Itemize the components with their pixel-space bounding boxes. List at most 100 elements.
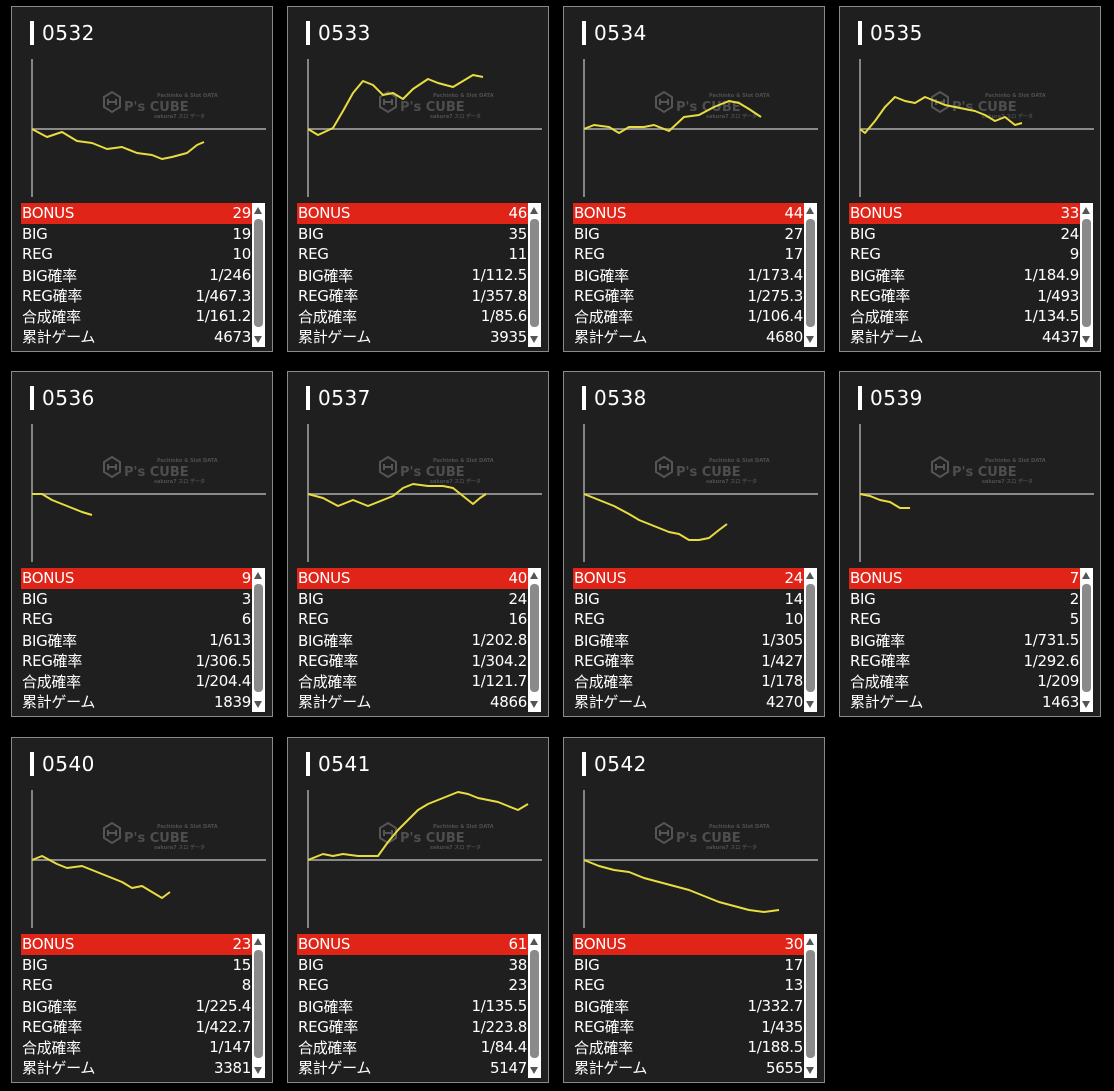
- scroll-up-arrow-icon[interactable]: [1082, 572, 1090, 579]
- big-value: 2: [1069, 589, 1080, 608]
- stats-scrollbar[interactable]: [804, 203, 817, 347]
- payout-line: [307, 791, 529, 861]
- stats-scrollbar[interactable]: [252, 568, 265, 712]
- scroll-up-arrow-icon[interactable]: [530, 938, 538, 945]
- big-rate-value: 1/731.5: [1023, 631, 1080, 650]
- watermark-tagline-bottom: sakura7 スロ データ: [430, 844, 481, 851]
- machine-number: 0533: [318, 21, 371, 45]
- scroll-up-arrow-icon[interactable]: [806, 207, 814, 214]
- scroll-up-arrow-icon[interactable]: [254, 938, 262, 945]
- machine-card-0532[interactable]: 0532 P's CUBE Pachinko & Slot DATA sakur…: [11, 6, 273, 352]
- scrollbar-thumb[interactable]: [806, 584, 815, 692]
- big-value: 19: [232, 224, 252, 243]
- title-accent-bar: [858, 21, 862, 45]
- scroll-up-arrow-icon[interactable]: [1082, 207, 1090, 214]
- payout-graph: P's CUBE Pachinko & Slot DATA sakura7 スロ…: [31, 790, 266, 928]
- machine-card-0540[interactable]: 0540 P's CUBE Pachinko & Slot DATA sakur…: [11, 737, 273, 1083]
- scroll-down-arrow-icon[interactable]: [1082, 701, 1090, 708]
- scroll-down-arrow-icon[interactable]: [254, 336, 262, 343]
- scroll-down-arrow-icon[interactable]: [806, 1067, 814, 1074]
- stats-row-total-rate: 合成確率 1/188.5: [573, 1037, 804, 1058]
- bonus-label: BONUS: [574, 935, 627, 954]
- stats-scrollbar[interactable]: [1080, 203, 1093, 347]
- scrollbar-thumb[interactable]: [254, 219, 263, 327]
- scroll-down-arrow-icon[interactable]: [806, 701, 814, 708]
- stats-scrollbar[interactable]: [528, 203, 541, 347]
- scrollbar-thumb[interactable]: [806, 219, 815, 327]
- big-rate-value: 1/246: [209, 266, 251, 285]
- watermark-tagline-top: Pachinko & Slot DATA: [709, 458, 770, 464]
- scrollbar-thumb[interactable]: [530, 950, 539, 1058]
- scrollbar-thumb[interactable]: [254, 584, 263, 692]
- stats-row-big-rate: BIG確率 1/246: [21, 265, 252, 286]
- watermark-tagline-bottom: sakura7 スロ データ: [982, 113, 1033, 120]
- total-rate-value: 1/209: [1037, 672, 1079, 691]
- big-rate-label: BIG確率: [574, 997, 629, 1016]
- reg-rate-value: 1/427: [761, 651, 803, 670]
- big-rate-value: 1/112.5: [471, 266, 528, 285]
- scrollbar-thumb[interactable]: [254, 950, 263, 1058]
- payout-line: [583, 100, 762, 134]
- scroll-up-arrow-icon[interactable]: [254, 207, 262, 214]
- watermark-logo: P's CUBE Pachinko & Slot DATA sakura7 スロ…: [103, 455, 218, 485]
- stats-scrollbar[interactable]: [528, 568, 541, 712]
- games-label: 累計ゲーム: [298, 693, 372, 712]
- machine-card-0533[interactable]: 0533 P's CUBE Pachinko & Slot DATA sakur…: [287, 6, 549, 352]
- scrollbar-thumb[interactable]: [530, 584, 539, 692]
- scroll-up-arrow-icon[interactable]: [530, 207, 538, 214]
- stats-row-big-rate: BIG確率 1/202.8: [297, 630, 528, 651]
- scroll-down-arrow-icon[interactable]: [254, 1067, 262, 1074]
- stats-row-bonus: BONUS 23: [21, 934, 252, 955]
- machine-card-0538[interactable]: 0538 P's CUBE Pachinko & Slot DATA sakur…: [563, 371, 825, 717]
- stats-row-reg: REG 11: [297, 244, 528, 265]
- machine-card-0534[interactable]: 0534 P's CUBE Pachinko & Slot DATA sakur…: [563, 6, 825, 352]
- card-header: 0539: [858, 386, 923, 410]
- stats-scrollbar[interactable]: [1080, 568, 1093, 712]
- card-header: 0537: [306, 386, 371, 410]
- stats-scrollbar[interactable]: [804, 934, 817, 1078]
- stats-row-bonus: BONUS 40: [297, 568, 528, 589]
- scroll-down-arrow-icon[interactable]: [530, 336, 538, 343]
- stats-scrollbar[interactable]: [252, 203, 265, 347]
- machine-card-0536[interactable]: 0536 P's CUBE Pachinko & Slot DATA sakur…: [11, 371, 273, 717]
- reg-rate-value: 1/357.8: [471, 286, 528, 305]
- machine-card-0539[interactable]: 0539 P's CUBE Pachinko & Slot DATA sakur…: [839, 371, 1101, 717]
- bonus-label: BONUS: [22, 204, 75, 223]
- bonus-value: 46: [508, 204, 528, 223]
- machine-card-0535[interactable]: 0535 P's CUBE Pachinko & Slot DATA sakur…: [839, 6, 1101, 352]
- scroll-down-arrow-icon[interactable]: [1082, 336, 1090, 343]
- title-accent-bar: [30, 21, 34, 45]
- scrollbar-thumb[interactable]: [1082, 219, 1091, 327]
- stats-row-reg: REG 23: [297, 975, 528, 996]
- scrollbar-thumb[interactable]: [530, 219, 539, 327]
- big-rate-value: 1/225.4: [195, 997, 252, 1016]
- machine-card-0541[interactable]: 0541 P's CUBE Pachinko & Slot DATA sakur…: [287, 737, 549, 1083]
- scrollbar-thumb[interactable]: [806, 950, 815, 1058]
- scroll-up-arrow-icon[interactable]: [254, 572, 262, 579]
- scroll-down-arrow-icon[interactable]: [530, 701, 538, 708]
- machine-card-0537[interactable]: 0537 P's CUBE Pachinko & Slot DATA sakur…: [287, 371, 549, 717]
- scrollbar-thumb[interactable]: [1082, 584, 1091, 692]
- watermark-tagline-top: Pachinko & Slot DATA: [157, 93, 218, 99]
- watermark-tagline-top: Pachinko & Slot DATA: [157, 824, 218, 830]
- stats-scrollbar[interactable]: [528, 934, 541, 1078]
- scroll-up-arrow-icon[interactable]: [530, 572, 538, 579]
- stats-scrollbar[interactable]: [252, 934, 265, 1078]
- total-rate-label: 合成確率: [574, 672, 633, 691]
- reg-rate-label: REG確率: [22, 652, 83, 671]
- scroll-down-arrow-icon[interactable]: [806, 336, 814, 343]
- scroll-up-arrow-icon[interactable]: [806, 938, 814, 945]
- scroll-down-arrow-icon[interactable]: [254, 701, 262, 708]
- machine-card-0542[interactable]: 0542 P's CUBE Pachinko & Slot DATA sakur…: [563, 737, 825, 1083]
- stats-table: BONUS 33 BIG 24 REG 9 BIG確率 1/184.9 REG確…: [849, 203, 1080, 347]
- stats-row-reg: REG 16: [297, 609, 528, 630]
- scroll-up-arrow-icon[interactable]: [806, 572, 814, 579]
- reg-rate-label: REG確率: [298, 652, 359, 671]
- watermark-brand: P's CUBE: [400, 831, 465, 846]
- stats-table: BONUS 29 BIG 19 REG 10 BIG確率 1/246 REG確率…: [21, 203, 252, 347]
- stats-row-total-rate: 合成確率 1/106.4: [573, 306, 804, 327]
- games-value: 4673: [214, 327, 251, 346]
- big-value: 24: [508, 589, 528, 608]
- scroll-down-arrow-icon[interactable]: [530, 1067, 538, 1074]
- stats-scrollbar[interactable]: [804, 568, 817, 712]
